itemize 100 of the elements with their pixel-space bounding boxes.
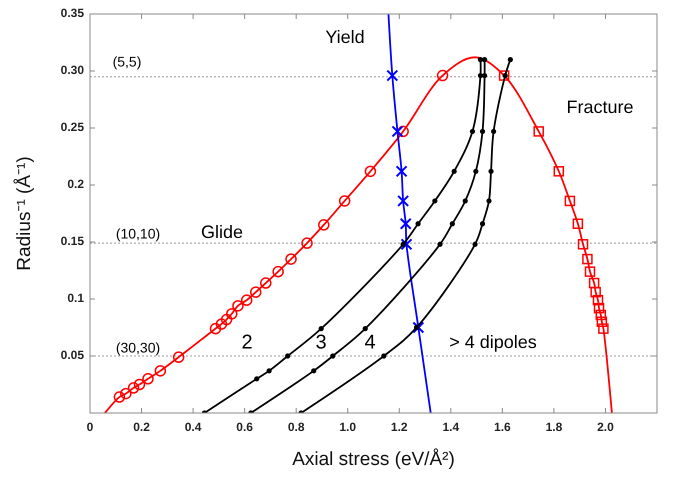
point (250, 286, 262, 298)
y-tick-label: 0.30 (60, 63, 84, 78)
point (396, 165, 408, 178)
annotation: Yield (325, 26, 365, 47)
point (254, 376, 260, 382)
point (318, 219, 330, 231)
y-axis-title: Radius⁻¹ (Å⁻¹) (13, 156, 35, 271)
point (285, 253, 297, 265)
y-tick-label: 0.25 (60, 120, 84, 134)
x-tick-label: 0.4 (184, 420, 202, 434)
x-tick-label: 0.6 (236, 420, 254, 434)
point (128, 382, 140, 394)
point (120, 388, 132, 400)
point (470, 128, 476, 134)
annotation: > 4 dipoles (449, 332, 537, 352)
point (462, 198, 468, 204)
point (400, 242, 406, 247)
y-tick-label: 0.2 (67, 177, 84, 192)
point (592, 294, 604, 306)
point (397, 126, 409, 138)
x-tick-label: 0.2 (133, 420, 150, 434)
point (381, 353, 386, 359)
x-tick-label: 1.8 (546, 420, 563, 434)
point (488, 168, 494, 174)
point (473, 168, 478, 174)
point (154, 365, 166, 377)
annotation: 2 (241, 331, 253, 354)
point (594, 302, 604, 314)
point (311, 368, 316, 374)
point (226, 308, 238, 320)
point (216, 318, 228, 330)
point (578, 239, 588, 250)
point (400, 218, 412, 230)
annotation: 3 (315, 331, 327, 354)
point (134, 378, 146, 390)
point (172, 351, 184, 363)
point (301, 237, 313, 249)
point (266, 368, 272, 374)
point (415, 221, 421, 226)
point (596, 310, 606, 320)
point (480, 128, 486, 134)
point (386, 70, 398, 82)
point (260, 277, 272, 289)
point (437, 242, 443, 247)
point (210, 322, 222, 334)
point (272, 266, 284, 278)
point (338, 195, 350, 207)
x-tick-label: 0.8 (288, 420, 305, 434)
x-tick-label: 1.4 (442, 420, 460, 434)
point (598, 323, 609, 334)
point (364, 166, 376, 178)
point (450, 221, 455, 226)
point (588, 278, 600, 288)
point (572, 218, 584, 230)
point (554, 166, 564, 177)
point (508, 57, 513, 62)
x-axis-title: Axial stress (eV/Å²) (292, 448, 455, 470)
point (114, 391, 126, 403)
point (232, 300, 244, 312)
point (472, 242, 478, 247)
point (486, 198, 492, 204)
annotation: 4 (364, 331, 376, 354)
annotation: (30,30) (116, 340, 160, 356)
y-tick-label: 0.05 (60, 348, 84, 362)
point (480, 221, 486, 226)
annotation: (10,10) (116, 226, 160, 242)
point (582, 254, 593, 264)
point (564, 196, 576, 206)
point (318, 326, 324, 332)
point (391, 125, 404, 138)
point (436, 70, 448, 82)
point (240, 294, 252, 306)
point (362, 326, 368, 332)
annotation: Glide (200, 222, 244, 242)
point (220, 314, 232, 326)
point (498, 70, 510, 81)
point (142, 373, 154, 385)
y-tick-label: 0.15 (60, 234, 84, 248)
point (533, 126, 544, 137)
point (596, 316, 608, 328)
x-tick-label: 2.0 (597, 420, 614, 434)
x-tick-label: 1.0 (339, 420, 356, 434)
point (285, 353, 290, 359)
annotation: Fracture (566, 96, 634, 117)
point (432, 198, 438, 204)
y-tick-label: 0.35 (60, 6, 84, 20)
point (330, 353, 336, 359)
point (452, 168, 457, 174)
point (590, 286, 601, 298)
point (491, 128, 496, 134)
y-tick-label: 0.1 (67, 291, 84, 306)
point (412, 322, 424, 334)
x-tick-label: 0 (86, 420, 94, 434)
point (397, 194, 410, 207)
x-tick-label: 1.6 (494, 420, 512, 434)
annotation: (5,5) (112, 54, 142, 70)
point (414, 324, 420, 330)
point (584, 266, 596, 277)
x-tick-label: 1.2 (390, 420, 408, 434)
point (400, 238, 412, 250)
